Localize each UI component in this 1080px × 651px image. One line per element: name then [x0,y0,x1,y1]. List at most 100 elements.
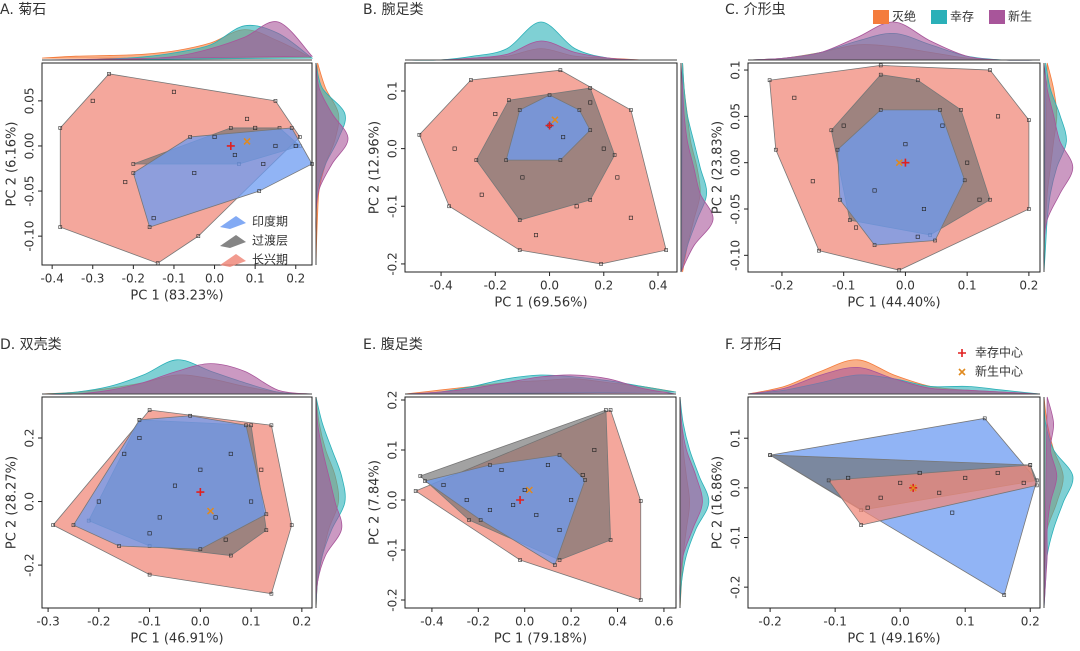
density-right [315,62,349,265]
x-tick-label: -0.2 [87,615,110,629]
point [846,475,851,480]
density-right [315,396,343,609]
density-right [1043,62,1074,273]
y-tick-label: 0.1 [729,429,743,448]
point [792,95,797,100]
x-tick-label: 0.6 [654,615,673,629]
new-center [895,159,903,167]
legend-marker [958,368,966,376]
hull-vertex [107,72,111,76]
new-center [243,137,251,145]
density-top [747,21,1041,61]
x-tick-label: -0.1 [832,279,855,293]
point [452,146,457,151]
hull-vertex [507,98,511,102]
hull-vertex [583,478,587,482]
y-axis-label: PC 2 (6.16%) [5,122,20,207]
point [903,142,908,147]
hull-vertex [517,218,522,222]
legend-swatch [989,10,1005,24]
x-tick-label: -0.3 [36,615,59,629]
point [261,162,266,167]
hull-vertex [269,423,274,428]
point [293,143,298,148]
legend-marker [958,349,966,357]
y-axis-label: PC 2 (7.84%) [368,460,383,545]
plot-frame [404,396,677,609]
hull-vertex [577,108,582,112]
x-tick-label: -0.2 [484,279,507,293]
y-tick-label: 0.00 [23,133,37,160]
hull-vertex [553,563,557,567]
point [921,207,926,212]
hull-vertex [638,598,643,602]
point [533,233,538,238]
y-tick-label: 0.0 [386,490,400,509]
point [137,435,142,440]
y-tick-label: -0.05 [729,193,743,224]
hull-vertex [117,544,121,548]
point [90,98,95,103]
x-tick-label: -0.2 [770,279,793,293]
point [950,510,955,515]
point [561,135,566,140]
hull-vertex [289,523,294,527]
x-tick-label: 0.2 [1019,279,1038,293]
x-tick-label: 0.2 [594,279,613,293]
hull-vertex [504,158,508,162]
hull-vertex [289,126,294,130]
point [249,499,254,504]
hull-vertex [599,262,603,266]
hull-vertex [988,68,992,72]
hull-vertex [518,558,522,562]
x-axis-label: PC 1 (83.23%) [130,289,223,304]
hull-vertex [872,243,877,247]
hull-vertex [558,68,563,73]
hull-vertex [608,538,613,542]
hull-vertex [273,99,278,103]
plot-frame [747,396,1041,609]
point [915,234,920,239]
hull-vertex [467,518,471,522]
hull-vertex [147,408,152,412]
hull-vertex [988,197,992,202]
point [917,470,922,475]
x-tick-label: -0.3 [81,272,104,286]
x-tick-label: 0.1 [242,615,261,629]
y-axis-label: PC 2 (23.83%) [711,121,726,214]
y-tick-label: -0.1 [386,538,400,561]
point [223,537,228,542]
hull-vertex [298,135,302,139]
legend-label: 幸存中心 [975,345,1023,360]
survivor-center [226,141,235,150]
hull-vertex [147,572,152,577]
hull-vertex [269,591,274,596]
legend-label: 灭绝 [892,9,916,24]
y-tick-label: -0.2 [729,575,743,598]
y-tick-label: -0.05 [23,176,37,207]
hull-vertex [915,78,920,83]
point [977,197,982,202]
hull-vertex [938,108,942,112]
density-right [680,62,714,273]
x-axis-label: PC 1 (69.56%) [494,296,587,311]
point [213,515,218,520]
x-axis-label: PC 1 (79.18%) [494,632,587,647]
point [601,146,606,151]
hull-vertex [131,162,136,166]
x-tick-label: 0.4 [648,279,667,293]
hull-vertex [835,147,840,152]
x-tick-label: -0.4 [40,272,63,286]
y-tick-label: 0.0 [386,139,400,158]
hull-vertex [257,189,262,193]
hull-vertex [488,463,492,467]
x-tick-label: 0.2 [292,615,311,629]
hull-vertex [188,135,192,139]
hull-vertex [244,423,248,428]
hull-vertex [557,453,562,457]
y-tick-label: 0.05 [23,88,37,115]
point [522,487,527,492]
legend-label: 幸存 [950,10,974,24]
point [259,467,264,472]
panel-title: D. 双壳类 [0,336,62,353]
